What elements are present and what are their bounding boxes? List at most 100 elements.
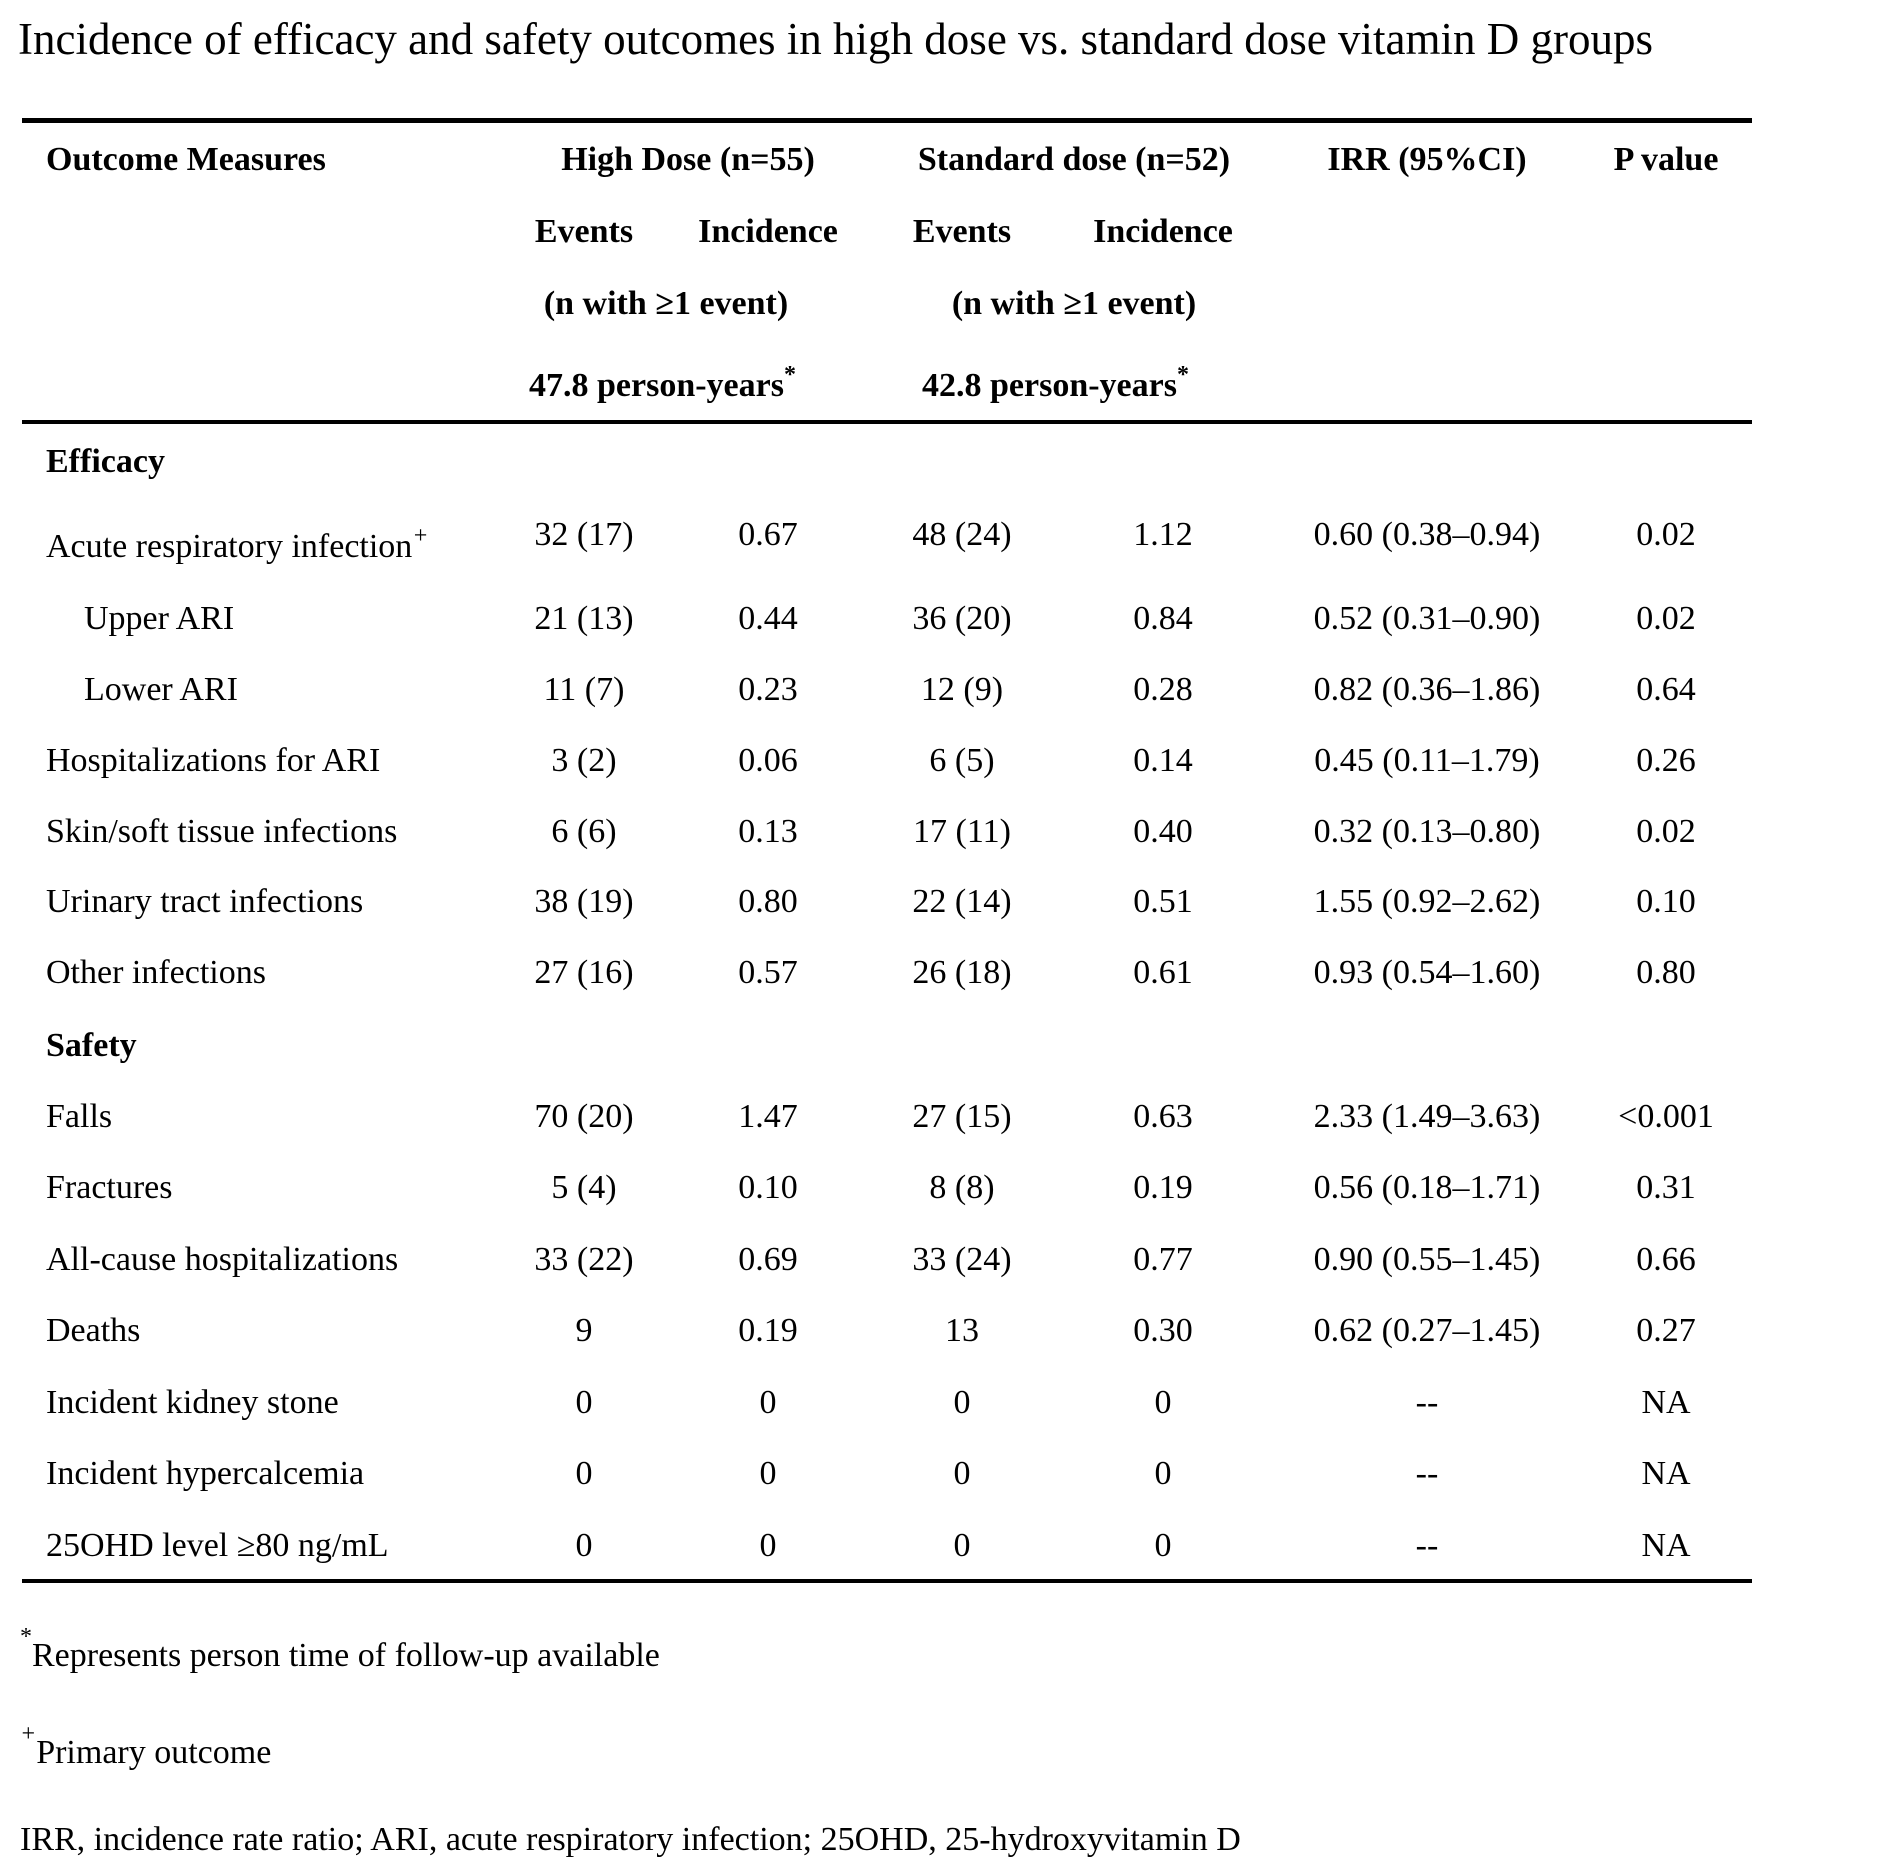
cell-sd-events: 13 xyxy=(945,1312,979,1349)
outcome-text: Deaths xyxy=(46,1312,141,1349)
cell-irr: 1.55 (0.92–2.62) xyxy=(1313,883,1541,920)
cell-p: 0.26 xyxy=(1636,742,1696,779)
cell-p: NA xyxy=(1641,1527,1691,1564)
outcome-text: Incident kidney stone xyxy=(46,1384,339,1421)
cell-sd-events: 17 (11) xyxy=(913,813,1011,850)
footnote-asterisk-text: Represents person time of follow-up avai… xyxy=(32,1637,660,1674)
outcome-text: Hospitalizations for ARI xyxy=(46,742,381,779)
cell-hd-events: 9 xyxy=(575,1312,593,1349)
cell-irr: -- xyxy=(1415,1527,1439,1564)
hd-person-years-text: 47.8 person-years xyxy=(529,367,784,404)
outcome-text: Fractures xyxy=(46,1169,173,1206)
cell-hd-incidence: 0.69 xyxy=(738,1241,798,1278)
header-sd-n-with-event: (n with ≥1 event) xyxy=(951,285,1197,322)
cell-hd-incidence: 0.67 xyxy=(738,516,798,553)
header-high-dose: High Dose (n=55) xyxy=(561,141,815,178)
table-title: Incidence of efficacy and safety outcome… xyxy=(18,14,1653,64)
cell-hd-events: 38 (19) xyxy=(534,883,634,920)
cell-sd-events: 0 xyxy=(953,1455,971,1492)
cell-sd-incidence: 0.19 xyxy=(1133,1169,1193,1206)
footnote-asterisk: *Represents person time of follow-up ava… xyxy=(20,1625,660,1676)
outcome-label: Incident kidney stone xyxy=(46,1383,339,1423)
cell-sd-incidence: 0.30 xyxy=(1133,1312,1193,1349)
outcome-label: Incident hypercalcemia xyxy=(46,1454,364,1494)
cell-hd-events: 0 xyxy=(575,1455,593,1492)
cell-hd-incidence: 0.23 xyxy=(738,671,798,708)
outcome-text: Skin/soft tissue infections xyxy=(46,813,398,850)
section-heading-efficacy: Efficacy xyxy=(46,443,165,480)
bottom-rule xyxy=(22,1579,1752,1583)
cell-sd-events: 6 (5) xyxy=(929,742,995,779)
cell-sd-incidence: 0.28 xyxy=(1133,671,1193,708)
cell-sd-incidence: 0.77 xyxy=(1133,1241,1193,1278)
cell-hd-events: 11 (7) xyxy=(543,671,625,708)
cell-p: 0.02 xyxy=(1636,813,1696,850)
asterisk-mark: * xyxy=(20,1624,32,1650)
cell-sd-events: 12 (9) xyxy=(920,671,1004,708)
cell-sd-incidence: 0.84 xyxy=(1133,600,1193,637)
cell-hd-incidence: 0.19 xyxy=(738,1312,798,1349)
cell-p: NA xyxy=(1641,1384,1691,1421)
cell-sd-incidence: 0.14 xyxy=(1133,742,1193,779)
cell-p: 0.31 xyxy=(1636,1169,1696,1206)
cell-sd-events: 48 (24) xyxy=(912,516,1012,553)
cell-irr: 0.90 (0.55–1.45) xyxy=(1313,1241,1541,1278)
cell-hd-incidence: 0 xyxy=(759,1384,777,1421)
cell-p: NA xyxy=(1641,1455,1691,1492)
cell-p: <0.001 xyxy=(1618,1098,1714,1135)
cell-p: 0.64 xyxy=(1636,671,1696,708)
cell-p: 0.10 xyxy=(1636,883,1696,920)
outcome-text: Lower ARI xyxy=(84,671,238,708)
primary-outcome-mark: + xyxy=(412,523,429,549)
plus-mark: + xyxy=(20,1721,37,1747)
outcome-text: Incident hypercalcemia xyxy=(46,1455,365,1492)
cell-sd-incidence: 0.63 xyxy=(1133,1098,1193,1135)
cell-sd-incidence: 0.51 xyxy=(1133,883,1193,920)
outcome-label: 25OHD level ≥80 ng/mL xyxy=(46,1526,389,1566)
top-rule xyxy=(22,118,1752,123)
cell-hd-incidence: 0.80 xyxy=(738,883,798,920)
cell-hd-incidence: 0 xyxy=(759,1455,777,1492)
outcome-text: Urinary tract infections xyxy=(46,883,364,920)
cell-sd-events: 0 xyxy=(953,1384,971,1421)
cell-hd-events: 27 (16) xyxy=(534,954,634,991)
cell-irr: 0.93 (0.54–1.60) xyxy=(1313,954,1541,991)
cell-sd-events: 8 (8) xyxy=(929,1169,995,1206)
outcome-label: Deaths xyxy=(46,1311,140,1351)
outcome-text: Upper ARI xyxy=(84,600,235,637)
footnote-plus-text: Primary outcome xyxy=(36,1734,272,1771)
cell-sd-events: 0 xyxy=(953,1527,971,1564)
cell-irr: 2.33 (1.49–3.63) xyxy=(1313,1098,1541,1135)
cell-hd-incidence: 0.10 xyxy=(738,1169,798,1206)
cell-p: 0.80 xyxy=(1636,954,1696,991)
header-sd-events: Events xyxy=(912,213,1012,250)
header-sd-incidence: Incidence xyxy=(1093,213,1233,250)
outcome-label: Lower ARI xyxy=(84,670,238,710)
cell-irr: 0.62 (0.27–1.45) xyxy=(1313,1312,1541,1349)
sd-person-years-text: 42.8 person-years xyxy=(922,367,1177,404)
cell-hd-events: 6 (6) xyxy=(551,813,617,850)
cell-sd-events: 27 (15) xyxy=(912,1098,1012,1135)
cell-irr: 0.60 (0.38–0.94) xyxy=(1313,516,1541,553)
outcome-text: Other infections xyxy=(46,954,266,991)
header-hd-incidence: Incidence xyxy=(698,213,838,250)
cell-irr: 0.52 (0.31–0.90) xyxy=(1313,600,1541,637)
cell-p: 0.02 xyxy=(1636,516,1696,553)
header-hd-person-years: 47.8 person-years* xyxy=(529,363,796,406)
cell-hd-events: 0 xyxy=(575,1527,593,1564)
outcome-text: All-cause hospitalizations xyxy=(46,1241,399,1278)
cell-hd-incidence: 0.06 xyxy=(738,742,798,779)
outcome-label: Falls xyxy=(46,1097,112,1137)
outcome-label: Skin/soft tissue infections xyxy=(46,812,397,852)
cell-sd-incidence: 0 xyxy=(1154,1455,1172,1492)
cell-irr: 0.32 (0.13–0.80) xyxy=(1313,813,1541,850)
asterisk-mark: * xyxy=(783,362,796,388)
cell-sd-incidence: 0.61 xyxy=(1133,954,1193,991)
cell-sd-events: 22 (14) xyxy=(912,883,1012,920)
cell-irr: 0.45 (0.11–1.79) xyxy=(1314,742,1540,779)
header-hd-n-with-event: (n with ≥1 event) xyxy=(543,285,789,322)
header-sd-person-years: 42.8 person-years* xyxy=(922,363,1189,406)
cell-hd-events: 0 xyxy=(575,1384,593,1421)
cell-irr: -- xyxy=(1415,1384,1439,1421)
outcome-text: 25OHD level ≥80 ng/mL xyxy=(46,1527,389,1564)
